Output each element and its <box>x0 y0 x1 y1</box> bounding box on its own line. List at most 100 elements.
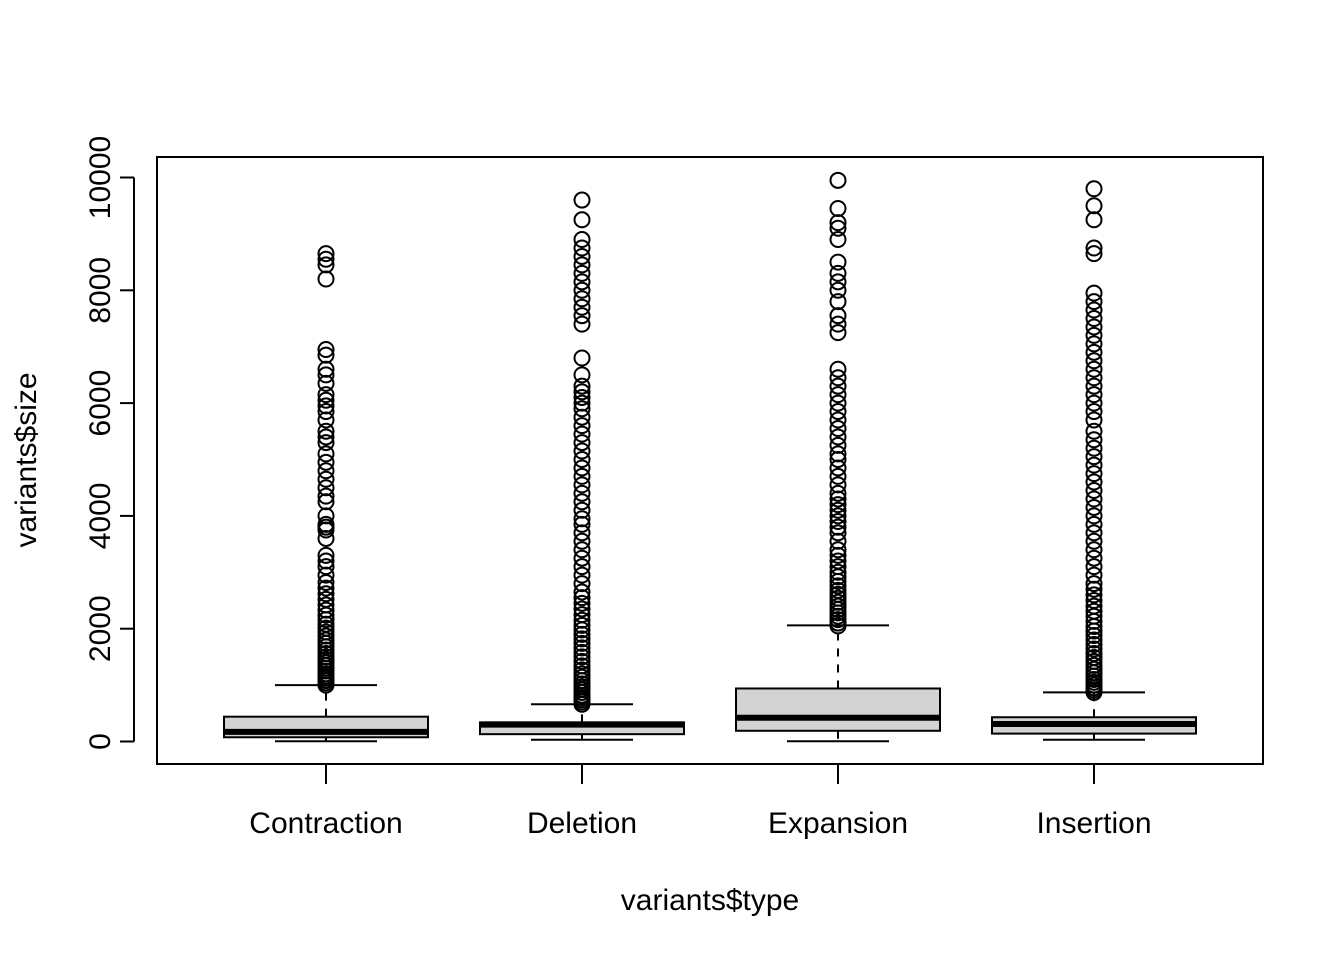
outlier-point <box>829 315 847 333</box>
outlier-point <box>317 579 335 597</box>
outlier-point <box>573 211 591 229</box>
outlier-point <box>317 470 335 488</box>
outlier-point <box>317 245 335 263</box>
outlier-point <box>829 496 847 514</box>
outlier-point <box>829 577 847 595</box>
outlier-point <box>573 451 591 468</box>
outlier-point <box>573 256 591 274</box>
y-tick-label: 0 <box>84 733 117 750</box>
outlier-point <box>573 290 591 308</box>
x-axis-title: variants$type <box>621 884 799 917</box>
outlier-point <box>1085 448 1103 466</box>
outlier-point <box>317 546 335 564</box>
outlier-point <box>1085 490 1103 508</box>
outlier-point <box>573 434 591 452</box>
outlier-point <box>829 507 847 525</box>
outlier-point <box>317 590 335 608</box>
outlier-point <box>317 366 335 384</box>
outlier-point <box>1085 597 1103 615</box>
box-expansion <box>735 171 941 743</box>
outlier-point <box>829 518 847 536</box>
outlier-point <box>573 247 591 265</box>
outlier-point <box>573 239 591 257</box>
outlier-point <box>1085 318 1103 336</box>
outlier-point <box>829 411 847 429</box>
outlier-point <box>1085 386 1103 404</box>
outlier-point <box>829 436 847 454</box>
outlier-point <box>317 601 335 619</box>
outlier-point <box>573 383 591 401</box>
outlier-point <box>573 606 591 624</box>
outlier-point <box>573 493 591 511</box>
outlier-point <box>829 360 847 378</box>
outlier-point <box>829 476 847 494</box>
outlier-point <box>829 200 847 218</box>
y-axis-title: variants$size <box>10 372 43 547</box>
outlier-point <box>573 231 591 249</box>
y-tick-label: 2000 <box>84 595 117 662</box>
outlier-point <box>1085 439 1103 457</box>
outlier-point <box>829 467 847 485</box>
outlier-point <box>1085 369 1103 387</box>
outlier-point <box>317 397 335 415</box>
outlier-point <box>573 442 591 460</box>
outlier-point <box>317 515 335 533</box>
outlier-point <box>829 253 847 271</box>
box-series <box>223 171 1197 743</box>
outlier-point <box>829 563 847 581</box>
outlier-point <box>1085 498 1103 516</box>
outlier-point <box>573 484 591 502</box>
outlier-point <box>573 501 591 519</box>
outlier-point <box>573 616 591 634</box>
outlier-point <box>573 634 591 652</box>
outlier-point <box>573 575 591 593</box>
outlier-point <box>1085 245 1103 263</box>
outlier-point <box>573 459 591 477</box>
y-axis: 0 2000 4000 6000 8000 10000 <box>84 136 135 750</box>
outlier-point <box>829 428 847 446</box>
outlier-point <box>1085 211 1103 229</box>
outlier-point <box>829 219 847 237</box>
outlier-point <box>1085 335 1103 353</box>
outlier-point <box>829 394 847 412</box>
outlier-point <box>573 264 591 282</box>
outlier-point <box>1085 456 1103 474</box>
outlier-point <box>317 552 335 570</box>
outlier-point <box>829 445 847 463</box>
outlier-point <box>1085 541 1103 559</box>
x-tick-label: Deletion <box>527 807 637 840</box>
outlier-point <box>317 445 335 463</box>
outlier-point <box>573 476 591 494</box>
outlier-point <box>573 630 591 648</box>
outlier-point <box>317 434 335 452</box>
outlier-point <box>573 366 591 384</box>
outlier-point <box>1085 507 1103 525</box>
outlier-point <box>1085 310 1103 327</box>
y-tick-label: 6000 <box>84 370 117 437</box>
outlier-point <box>1085 403 1103 421</box>
outlier-point <box>829 293 847 311</box>
outlier-point <box>829 324 847 342</box>
outlier-point <box>573 349 591 367</box>
outlier-point <box>317 403 335 421</box>
outlier-point <box>1085 549 1103 567</box>
outlier-point <box>1085 586 1103 604</box>
outlier-point <box>1085 197 1103 215</box>
outlier-point <box>1085 180 1103 198</box>
y-tick-label: 8000 <box>84 257 117 324</box>
y-tick-label: 4000 <box>84 483 117 550</box>
outlier-point <box>829 369 847 387</box>
outlier-point <box>573 417 591 435</box>
outlier-point <box>1085 326 1103 344</box>
outlier-point <box>573 467 591 485</box>
outlier-point <box>829 484 847 502</box>
outlier-point <box>317 479 335 497</box>
box-deletion <box>479 191 685 741</box>
outlier-point <box>1085 645 1103 663</box>
outlier-point <box>1085 377 1103 395</box>
outlier-point <box>829 386 847 404</box>
outlier-point <box>1085 422 1103 440</box>
outlier-point <box>829 541 847 559</box>
box-insertion <box>991 180 1197 741</box>
outlier-point <box>829 231 847 249</box>
